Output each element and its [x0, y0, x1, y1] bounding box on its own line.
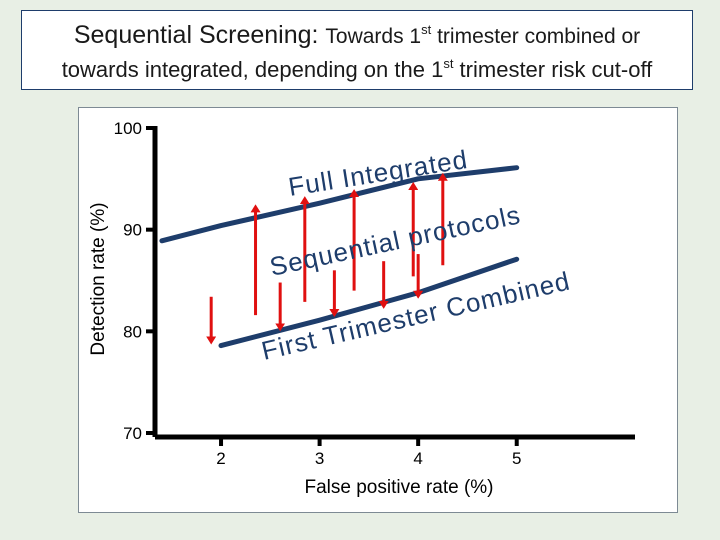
y-tick-label: 100 — [114, 119, 142, 138]
y-tick-label: 70 — [123, 424, 142, 443]
y-tick-label: 80 — [123, 322, 142, 341]
x-axis-title: False positive rate (%) — [304, 477, 493, 498]
title-line-1-sup: st — [421, 22, 432, 37]
title-line-1-end: trimester combined or — [431, 25, 641, 48]
chart-panel — [78, 107, 678, 513]
title-line-1-text: Towards 1 — [325, 25, 422, 48]
x-tick-label: 2 — [216, 449, 225, 468]
x-tick-label: 4 — [413, 449, 422, 468]
title-prefix: Sequential Screening: — [73, 21, 326, 49]
x-tick-label: 5 — [512, 449, 521, 468]
y-tick-label: 90 — [123, 221, 142, 240]
series-line-full-integrated — [159, 165, 520, 244]
title-line-1-rest: Towards 1st trimester combined or — [325, 22, 641, 48]
title-line-2-start: towards integrated, depending on the 1 — [61, 57, 444, 82]
title-box: Sequential Screening: Towards 1st trimes… — [21, 10, 693, 90]
title-line-1: Sequential Screening: Towards 1st trimes… — [22, 21, 692, 51]
title-line-2-sup: st — [443, 56, 454, 71]
title-line-2: towards integrated, depending on the 1st… — [22, 57, 692, 83]
y-axis-title: Detection rate (%) — [88, 202, 109, 355]
title-line-2-end: trimester risk cut-off — [453, 57, 653, 82]
x-tick-label: 3 — [315, 449, 324, 468]
series-line-first-trimester-combined — [218, 256, 520, 349]
